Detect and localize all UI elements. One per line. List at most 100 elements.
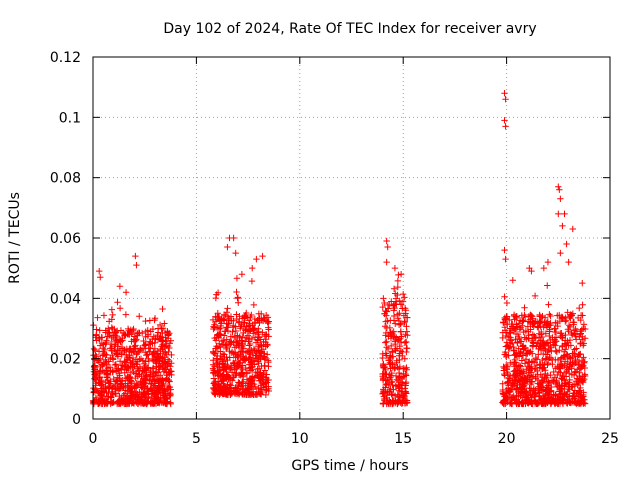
data-point [212, 370, 219, 378]
data-point [214, 358, 222, 366]
data-point [565, 322, 573, 329]
data-point [580, 396, 587, 403]
data-point [516, 317, 524, 324]
data-point [229, 328, 236, 336]
data-point [524, 398, 531, 405]
data-point [129, 328, 137, 336]
data-point [151, 388, 158, 396]
data-point [538, 387, 546, 394]
data-point [109, 356, 117, 363]
data-point [507, 359, 514, 367]
data-point [531, 292, 539, 300]
data-point [137, 391, 145, 398]
data-point [233, 311, 240, 318]
data-point [217, 352, 224, 360]
data-point [403, 345, 411, 352]
data-point [213, 314, 221, 321]
data-point [536, 392, 543, 400]
data-point [530, 340, 537, 347]
data-point [572, 336, 580, 343]
data-point [152, 393, 160, 400]
data-point [387, 317, 394, 324]
data-point [258, 348, 265, 355]
data-point [222, 366, 229, 373]
data-point [397, 271, 405, 278]
data-point [552, 399, 559, 407]
data-point [546, 397, 553, 404]
data-point [380, 400, 387, 408]
data-point [161, 343, 169, 351]
data-point [161, 385, 168, 393]
data-point [576, 374, 584, 382]
data-points [89, 90, 589, 408]
data-point [524, 392, 532, 399]
data-point [166, 383, 173, 391]
data-point [535, 324, 542, 331]
data-point [505, 389, 513, 396]
data-point [163, 395, 171, 402]
data-point [572, 380, 580, 388]
data-point [167, 400, 174, 408]
data-point [102, 356, 109, 364]
data-point [392, 340, 399, 348]
data-point [519, 322, 526, 329]
data-point [233, 370, 240, 377]
data-point [392, 372, 400, 380]
data-point [209, 365, 217, 372]
data-point [579, 301, 586, 309]
data-point [395, 382, 402, 389]
data-point [508, 326, 516, 334]
data-point [580, 340, 588, 347]
data-point [155, 398, 162, 406]
data-point [157, 337, 165, 345]
data-point [128, 338, 135, 345]
data-point [143, 385, 151, 393]
data-point [524, 347, 532, 354]
data-point [566, 370, 573, 377]
x-tick-label: 0 [89, 431, 98, 447]
data-point [225, 384, 233, 391]
data-point [141, 367, 148, 374]
data-point [546, 311, 553, 318]
data-point [559, 222, 566, 230]
data-point [517, 338, 524, 345]
data-point [147, 369, 154, 376]
data-point [554, 312, 561, 319]
data-point [521, 379, 529, 386]
data-point [111, 329, 118, 336]
data-point [108, 334, 115, 342]
data-point [105, 318, 113, 325]
data-point [143, 351, 150, 359]
data-point [234, 295, 241, 302]
data-point [224, 243, 231, 251]
data-point [242, 349, 250, 356]
data-point [225, 364, 233, 371]
data-point [525, 318, 532, 325]
data-point [256, 352, 263, 360]
data-point [515, 363, 522, 371]
data-point [501, 246, 508, 254]
data-point [380, 364, 387, 372]
y-tick-label: 0.08 [50, 171, 81, 187]
data-point [248, 311, 255, 319]
data-point [528, 394, 535, 401]
data-point [559, 373, 566, 380]
data-point [153, 363, 160, 370]
data-point [166, 339, 174, 347]
data-point [232, 327, 240, 335]
data-point [515, 399, 522, 406]
data-point [112, 390, 120, 397]
data-point [544, 282, 551, 289]
data-point [560, 354, 567, 361]
data-point [224, 324, 231, 331]
data-point [249, 264, 256, 272]
data-point [401, 385, 409, 392]
data-point [120, 329, 127, 337]
data-point [389, 397, 396, 404]
data-point [502, 96, 509, 103]
data-point [391, 264, 399, 272]
data-point [103, 337, 110, 344]
data-point [247, 327, 254, 334]
data-point [253, 255, 260, 263]
data-point [547, 312, 554, 320]
